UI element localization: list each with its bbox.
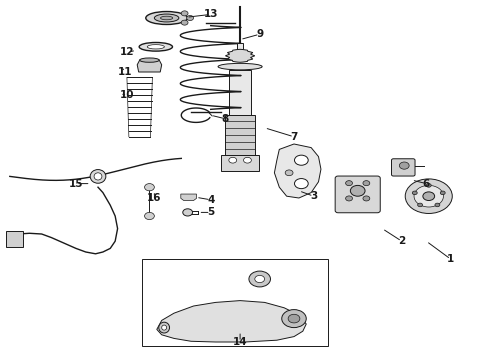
Text: 10: 10 — [120, 90, 135, 100]
Ellipse shape — [161, 16, 172, 20]
Ellipse shape — [154, 14, 179, 22]
Circle shape — [363, 181, 370, 186]
Text: 5: 5 — [207, 207, 214, 217]
FancyBboxPatch shape — [229, 70, 251, 115]
Circle shape — [435, 203, 440, 207]
Circle shape — [405, 179, 452, 213]
Circle shape — [181, 20, 188, 25]
Circle shape — [294, 155, 308, 165]
Circle shape — [345, 196, 352, 201]
Text: 1: 1 — [447, 254, 454, 264]
Polygon shape — [225, 49, 255, 62]
Text: 9: 9 — [256, 29, 263, 39]
FancyBboxPatch shape — [392, 159, 415, 176]
Circle shape — [345, 181, 352, 186]
Text: 3: 3 — [310, 191, 317, 201]
Polygon shape — [181, 194, 196, 201]
Ellipse shape — [147, 45, 164, 49]
Polygon shape — [274, 144, 321, 198]
FancyBboxPatch shape — [237, 43, 243, 50]
Circle shape — [414, 185, 443, 207]
Circle shape — [417, 203, 422, 207]
Text: 11: 11 — [118, 67, 132, 77]
FancyBboxPatch shape — [225, 115, 255, 155]
Ellipse shape — [162, 325, 167, 330]
FancyBboxPatch shape — [221, 155, 259, 171]
Circle shape — [441, 191, 445, 195]
FancyBboxPatch shape — [335, 176, 380, 213]
Text: 14: 14 — [233, 337, 247, 347]
Text: 8: 8 — [222, 114, 229, 124]
Circle shape — [244, 157, 251, 163]
Circle shape — [412, 191, 417, 195]
Circle shape — [181, 11, 188, 16]
Ellipse shape — [146, 12, 187, 24]
Ellipse shape — [139, 42, 172, 51]
Ellipse shape — [94, 173, 102, 180]
Ellipse shape — [90, 170, 106, 183]
FancyBboxPatch shape — [142, 259, 328, 346]
Circle shape — [145, 184, 154, 191]
Circle shape — [187, 15, 194, 21]
Ellipse shape — [140, 58, 159, 62]
Text: 15: 15 — [69, 179, 83, 189]
Text: 6: 6 — [423, 179, 430, 189]
Circle shape — [294, 179, 308, 189]
Ellipse shape — [218, 63, 262, 70]
Polygon shape — [137, 60, 162, 72]
FancyBboxPatch shape — [6, 231, 23, 247]
Circle shape — [145, 212, 154, 220]
Text: 2: 2 — [398, 236, 405, 246]
Text: 12: 12 — [120, 47, 135, 57]
Text: 4: 4 — [207, 195, 215, 205]
Circle shape — [363, 196, 370, 201]
Text: 7: 7 — [290, 132, 298, 142]
Circle shape — [282, 310, 306, 328]
Circle shape — [423, 192, 435, 201]
Circle shape — [183, 209, 193, 216]
Text: 16: 16 — [147, 193, 162, 203]
Ellipse shape — [159, 322, 170, 333]
Circle shape — [255, 275, 265, 283]
Circle shape — [249, 271, 270, 287]
Polygon shape — [157, 301, 306, 342]
Circle shape — [426, 184, 431, 187]
Circle shape — [399, 162, 409, 169]
Circle shape — [229, 157, 237, 163]
Text: 13: 13 — [203, 9, 218, 19]
Circle shape — [288, 314, 300, 323]
Circle shape — [285, 170, 293, 176]
Circle shape — [350, 185, 365, 196]
